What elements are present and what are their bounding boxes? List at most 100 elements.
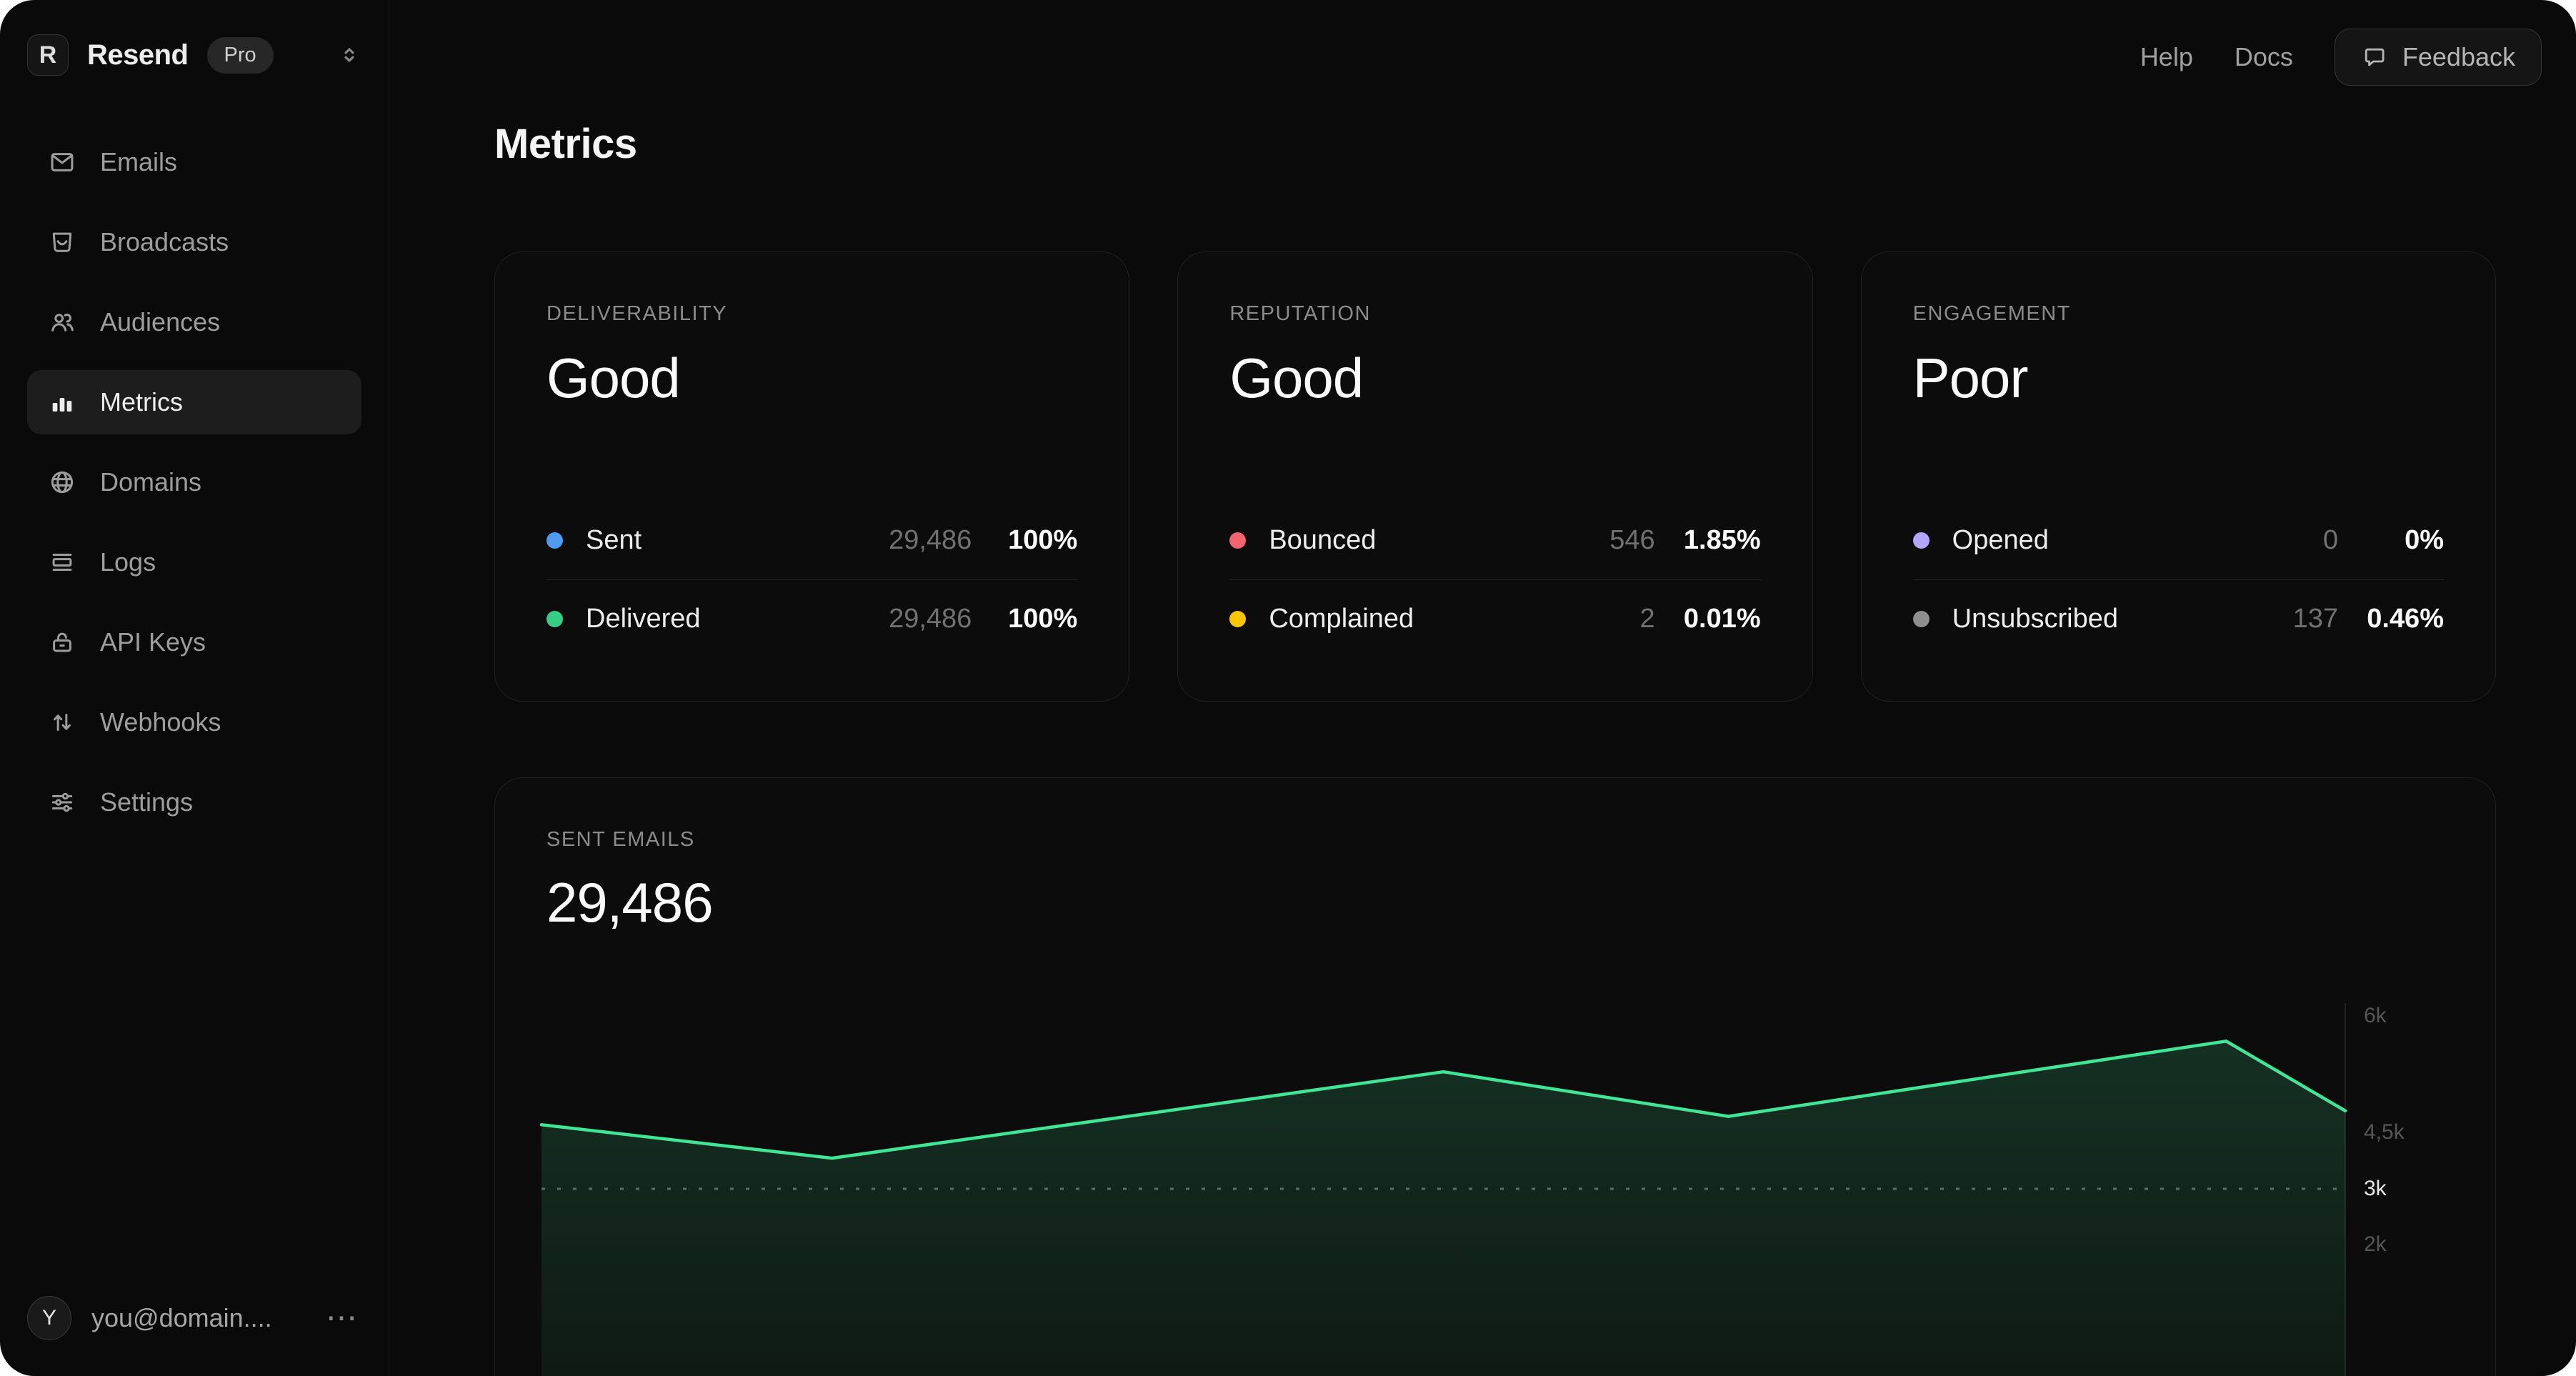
metric-row-unsubscribed: Unsubscribed 137 0.46%	[1912, 580, 2444, 658]
y-tick-6k: 6k	[2364, 1004, 2387, 1027]
bar-chart-icon	[49, 389, 76, 416]
resend-logo-letter: R	[39, 41, 57, 69]
avatar-initial: Y	[41, 1306, 56, 1330]
docs-link[interactable]: Docs	[2234, 42, 2293, 71]
metric-row-sent: Sent 29,486 100%	[546, 502, 1077, 579]
metric-name: Sent	[586, 524, 642, 555]
card-status: Good	[546, 347, 681, 409]
feedback-label: Feedback	[2402, 42, 2515, 71]
summary-cards-row: DELIVERABILITY Good Sent 29,486 100% Deli…	[494, 251, 2496, 702]
user-account-row[interactable]: Y you@domain.... ⋯	[27, 1296, 361, 1340]
green-dot-icon	[546, 611, 563, 627]
metric-name: Complained	[1269, 604, 1414, 634]
brand-name: Resend	[87, 39, 189, 71]
sidebar-item-label: Settings	[100, 787, 194, 817]
speech-bubble-icon	[2361, 44, 2387, 70]
metric-name: Unsubscribed	[1952, 604, 2118, 634]
metric-row-delivered: Delivered 29,486 100%	[546, 580, 1077, 658]
sidebar-item-logs[interactable]: Logs	[27, 530, 361, 594]
resend-logo: R	[27, 34, 69, 76]
card-label: ENGAGEMENT	[1912, 302, 2071, 325]
card-status: Poor	[1912, 347, 2029, 409]
metric-value: 546	[1609, 524, 1655, 555]
metric-value: 29,486	[889, 524, 972, 555]
sidebar-item-label: Webhooks	[100, 707, 221, 737]
sidebar-item-label: Logs	[100, 547, 156, 577]
sidebar-nav: Emails Broadcasts Audiences Metrics	[27, 130, 361, 834]
chart-line	[539, 1040, 2347, 1160]
ellipsis-menu-icon[interactable]: ⋯	[326, 1300, 357, 1335]
red-dot-icon	[1229, 532, 1247, 549]
avatar: Y	[27, 1296, 71, 1340]
card-rows: Bounced 546 1.85% Complained 2 0.01%	[1229, 502, 1761, 659]
sidebar-item-label: Emails	[100, 147, 178, 176]
card-label: DELIVERABILITY	[546, 302, 728, 325]
metric-row-opened: Opened 0 0%	[1912, 502, 2444, 579]
plan-badge: Pro	[206, 36, 274, 74]
page-title: Metrics	[494, 121, 637, 167]
deliverability-card: DELIVERABILITY Good Sent 29,486 100% Deli…	[494, 251, 1130, 702]
logs-list-icon	[49, 549, 76, 576]
sidebar-item-audiences[interactable]: Audiences	[27, 290, 361, 354]
globe-icon	[49, 469, 76, 496]
metric-name: Bounced	[1269, 524, 1377, 555]
help-link[interactable]: Help	[2140, 42, 2193, 71]
arrows-up-down-icon	[49, 709, 76, 736]
sidebar-item-label: Metrics	[100, 387, 183, 417]
sidebar-item-label: Audiences	[100, 307, 221, 336]
sidebar-item-domains[interactable]: Domains	[27, 450, 361, 514]
metric-name: Delivered	[586, 604, 701, 634]
metric-row-complained: Complained 2 0.01%	[1229, 580, 1761, 658]
row-divider	[1912, 579, 2444, 580]
y-tick-4-5k: 4,5k	[2364, 1120, 2405, 1144]
workspace-switcher[interactable]: R Resend Pro	[27, 31, 361, 79]
people-icon	[49, 309, 76, 336]
sidebar-item-label: API Keys	[100, 627, 206, 657]
top-header: Help Docs Feedback	[2140, 29, 2542, 86]
y-tick-2k: 2k	[2364, 1232, 2387, 1256]
sidebar-item-label: Broadcasts	[100, 227, 229, 256]
sliders-icon	[49, 789, 76, 816]
broadcast-tray-icon	[49, 229, 76, 256]
metric-row-bounced: Bounced 546 1.85%	[1229, 502, 1761, 579]
metric-value: 137	[2292, 604, 2338, 634]
engagement-card: ENGAGEMENT Poor Opened 0 0% Unsubscribed …	[1860, 251, 2496, 702]
metric-percent: 100%	[1008, 524, 1078, 555]
metric-percent: 0%	[2405, 524, 2444, 555]
sent-emails-area-chart: 6k 4,5k 3k 2k	[495, 778, 2495, 1376]
chevron-updown-icon[interactable]	[337, 43, 361, 67]
row-divider	[1229, 579, 1761, 580]
main-content: Help Docs Feedback Metrics DELIVERABILIT…	[389, 0, 2576, 1376]
sidebar-item-metrics[interactable]: Metrics	[27, 370, 361, 434]
chart-total-value: 29,486	[546, 871, 714, 934]
feedback-button[interactable]: Feedback	[2334, 29, 2542, 86]
y-tick-3k: 3k	[2364, 1177, 2387, 1200]
chart-card-label: SENT EMAILS	[546, 828, 695, 851]
metric-percent: 1.85%	[1683, 524, 1761, 555]
sidebar-item-api-keys[interactable]: API Keys	[27, 610, 361, 674]
sidebar: R Resend Pro Emails Broadcasts	[0, 0, 389, 1376]
sidebar-item-label: Domains	[100, 467, 202, 497]
metric-percent: 100%	[1008, 604, 1078, 634]
card-status: Good	[1229, 347, 1364, 409]
blue-dot-icon	[546, 532, 563, 549]
sidebar-item-settings[interactable]: Settings	[27, 770, 361, 834]
metric-name: Opened	[1952, 524, 2049, 555]
row-divider	[546, 579, 1078, 580]
card-label: REPUTATION	[1229, 302, 1371, 325]
sidebar-item-emails[interactable]: Emails	[27, 130, 361, 194]
chart-area-fill	[541, 1041, 2345, 1376]
metric-value: 2	[1639, 604, 1655, 634]
envelope-icon	[49, 149, 76, 176]
reputation-card: REPUTATION Good Bounced 546 1.85% Complai…	[1177, 251, 1813, 702]
yellow-dot-icon	[1229, 611, 1247, 627]
gray-dot-icon	[1912, 611, 1929, 627]
lock-icon	[49, 629, 76, 656]
purple-dot-icon	[1912, 532, 1929, 549]
sidebar-item-broadcasts[interactable]: Broadcasts	[27, 210, 361, 274]
sent-emails-chart-card: SENT EMAILS 29,486 6k 4,5k	[494, 777, 2496, 1376]
sidebar-item-webhooks[interactable]: Webhooks	[27, 690, 361, 754]
card-rows: Opened 0 0% Unsubscribed 137 0.46%	[1912, 502, 2444, 659]
metric-percent: 0.46%	[2367, 604, 2444, 634]
